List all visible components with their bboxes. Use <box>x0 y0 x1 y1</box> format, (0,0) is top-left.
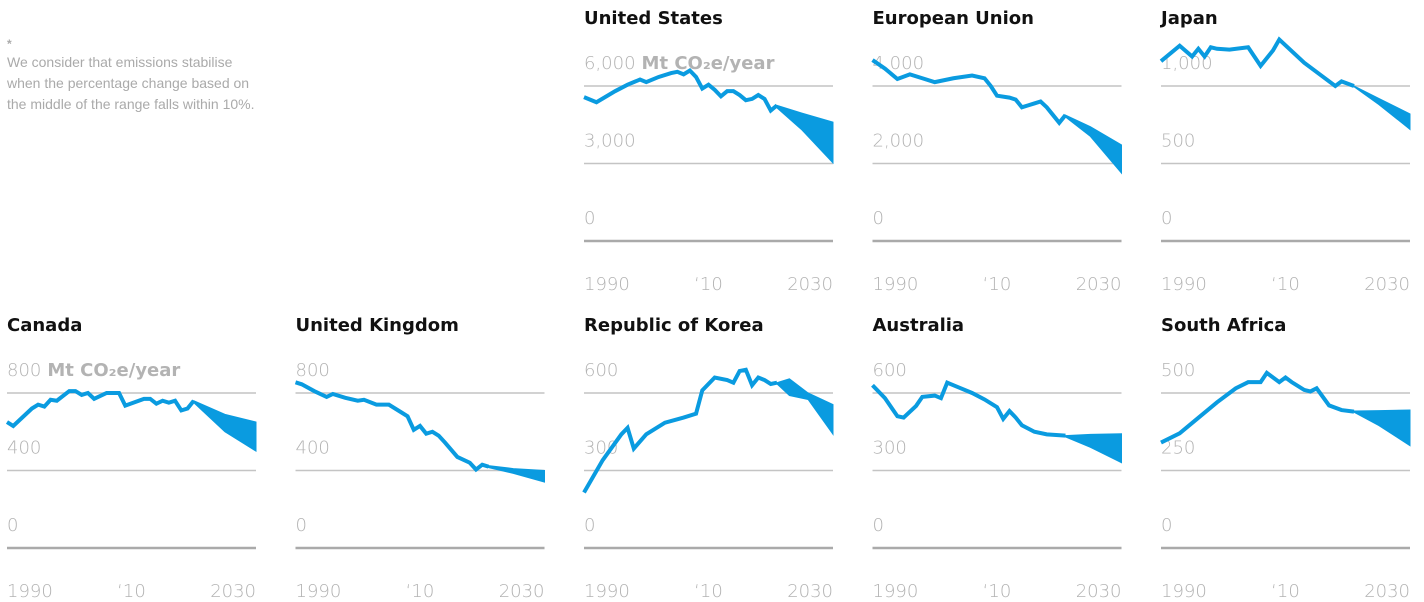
footnote: * We consider that emissions stabilise w… <box>7 36 269 115</box>
x-tick-label: ‘10 <box>983 274 1012 295</box>
projection-band <box>1064 433 1122 464</box>
y-tick-text: 0 <box>873 515 884 536</box>
y-tick-label: 0 <box>1161 515 1172 536</box>
y-tick-label: 1,000 <box>1161 53 1213 74</box>
y-tick-text: 0 <box>584 208 595 229</box>
chart-title: European Union <box>873 8 1034 29</box>
projection-band <box>193 399 257 453</box>
x-tick-label: 2030 <box>1364 581 1410 602</box>
y-tick-label: 800 Mt CO₂e/year <box>7 360 180 381</box>
x-tick-label: ‘10 <box>694 581 723 602</box>
y-tick-text: 600 <box>873 360 907 381</box>
y-tick-text: 1,000 <box>1161 53 1213 74</box>
x-tick-label: 1990 <box>584 274 630 295</box>
y-tick-text: 6,000 <box>584 53 636 74</box>
y-tick-text: 2,000 <box>873 131 925 152</box>
x-tick-label: 2030 <box>1076 581 1122 602</box>
x-tick-label: 1990 <box>1161 581 1207 602</box>
unit-label: Mt CO₂e/year <box>642 53 775 74</box>
y-tick-label: 400 <box>296 438 330 459</box>
x-tick-label: 2030 <box>787 581 833 602</box>
x-tick-label: 2030 <box>499 581 545 602</box>
y-tick-label: 0 <box>7 515 18 536</box>
y-tick-label: 600 <box>584 360 618 381</box>
y-tick-label: 500 <box>1161 131 1195 152</box>
emissions-line <box>583 67 779 114</box>
chart-title: United States <box>584 8 723 29</box>
y-tick-text: 0 <box>1161 515 1172 536</box>
y-tick-label: 0 <box>873 515 884 536</box>
chart-title: Republic of Korea <box>584 315 764 336</box>
projection-band <box>487 465 545 483</box>
x-tick-label: 1990 <box>584 581 630 602</box>
y-tick-label: 2,000 <box>873 131 925 152</box>
y-tick-label: 0 <box>873 208 884 229</box>
y-tick-text: 300 <box>873 438 907 459</box>
x-tick-label: 1990 <box>7 581 53 602</box>
y-tick-label: 300 <box>873 438 907 459</box>
y-tick-label: 0 <box>584 208 595 229</box>
x-tick-label: 2030 <box>210 581 256 602</box>
y-tick-text: 800 <box>7 360 41 381</box>
emissions-line <box>1160 369 1355 445</box>
projection-band <box>1064 114 1122 175</box>
projection-band <box>776 378 834 436</box>
y-tick-label: 600 <box>873 360 907 381</box>
y-tick-text: 400 <box>7 438 41 459</box>
chart-title: Japan <box>1159 8 1218 29</box>
y-tick-label: 3,000 <box>584 131 636 152</box>
y-tick-label: 0 <box>296 515 307 536</box>
emissions-line <box>294 380 490 473</box>
x-tick-label: ‘10 <box>694 274 723 295</box>
chart-title: United Kingdom <box>296 315 459 336</box>
y-tick-label: 400 <box>7 438 41 459</box>
unit-label: Mt CO₂e/year <box>47 360 180 381</box>
y-tick-label: 250 <box>1161 438 1195 459</box>
chart-title: South Africa <box>1161 315 1286 336</box>
y-tick-text: 0 <box>873 208 884 229</box>
x-tick-label: ‘10 <box>1271 274 1300 295</box>
projection-band <box>1353 409 1411 447</box>
emissions-line <box>871 380 1066 438</box>
y-tick-text: 0 <box>7 515 18 536</box>
chart-title: Australia <box>873 315 965 336</box>
y-tick-text: 500 <box>1161 131 1195 152</box>
x-tick-label: ‘10 <box>983 581 1012 602</box>
y-tick-label: 0 <box>584 515 595 536</box>
chart-title: Canada <box>7 315 82 336</box>
y-tick-text: 400 <box>296 438 330 459</box>
y-tick-text: 600 <box>584 360 618 381</box>
x-tick-label: ‘10 <box>117 581 146 602</box>
x-tick-label: 2030 <box>1364 274 1410 295</box>
y-tick-text: 800 <box>296 360 330 381</box>
projection-band <box>1353 85 1411 131</box>
emissions-line <box>871 58 1068 127</box>
x-tick-label: 1990 <box>873 274 919 295</box>
x-tick-label: 1990 <box>296 581 342 602</box>
x-tick-label: ‘10 <box>406 581 435 602</box>
x-tick-label: 1990 <box>873 581 919 602</box>
y-tick-label: 800 <box>296 360 330 381</box>
x-tick-label: 1990 <box>1161 274 1207 295</box>
emissions-line <box>582 367 778 494</box>
y-tick-text: 0 <box>584 515 595 536</box>
y-tick-text: 0 <box>296 515 307 536</box>
y-tick-text: 3,000 <box>584 131 636 152</box>
footnote-marker: * <box>7 37 12 51</box>
x-tick-label: 2030 <box>1076 274 1122 295</box>
y-tick-text: 0 <box>1161 208 1172 229</box>
y-tick-label: 0 <box>1161 208 1172 229</box>
projection-band <box>776 104 834 165</box>
x-tick-label: 2030 <box>787 274 833 295</box>
y-tick-text: 500 <box>1161 360 1195 381</box>
y-tick-label: 500 <box>1161 360 1195 381</box>
x-tick-label: ‘10 <box>1271 581 1300 602</box>
y-tick-text: 250 <box>1161 438 1195 459</box>
emissions-line <box>5 389 196 429</box>
y-tick-label: 6,000 Mt CO₂e/year <box>584 53 775 74</box>
footnote-text: We consider that emissions stabilise whe… <box>7 54 255 112</box>
emissions-line <box>1159 36 1355 89</box>
